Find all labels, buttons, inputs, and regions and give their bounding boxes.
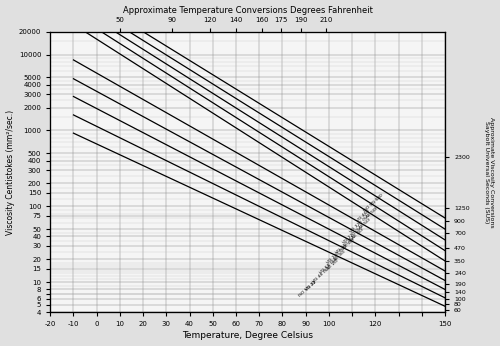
Y-axis label: Approximate Viscosity Conversions
Saybolt Universal Seconds (SUS): Approximate Viscosity Conversions Saybol… xyxy=(484,117,494,227)
Text: VG 46 (SAE 20): VG 46 (SAE 20) xyxy=(312,258,340,284)
Text: VG 32: VG 32 xyxy=(306,280,318,292)
Y-axis label: Viscosity Centistokes (mm²/sec.): Viscosity Centistokes (mm²/sec.) xyxy=(6,109,15,235)
Text: VG 220 (SAE 50): VG 220 (SAE 50) xyxy=(342,218,372,245)
Text: ISO VG 680: ISO VG 680 xyxy=(364,193,384,212)
Text: ISO VG 22: ISO VG 22 xyxy=(298,280,318,297)
Text: VG 68 (SAE 30): VG 68 (SAE 30) xyxy=(319,249,347,275)
Text: VG 320 (SAE 50): VG 320 (SAE 50) xyxy=(350,207,379,234)
Text: VG 100 (SAE 40): VG 100 (SAE 40) xyxy=(326,237,356,265)
Text: VG 150 (SAE 40): VG 150 (SAE 40) xyxy=(336,227,365,255)
X-axis label: Approximate Temperature Conversions Degrees Fahrenheit: Approximate Temperature Conversions Degr… xyxy=(122,6,372,15)
X-axis label: Temperature, Degree Celsius: Temperature, Degree Celsius xyxy=(182,331,313,340)
Text: VG 460: VG 460 xyxy=(356,209,371,223)
